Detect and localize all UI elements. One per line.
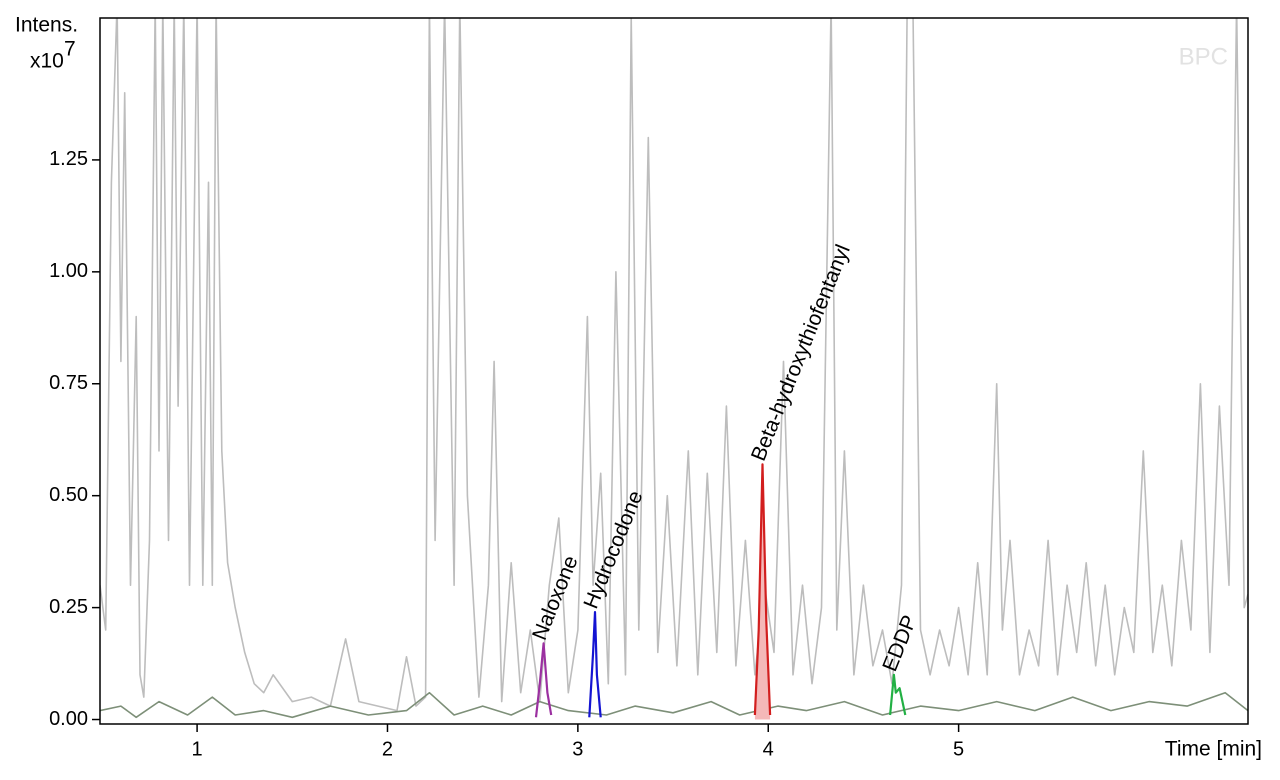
y-tick-label: 0.25 bbox=[49, 596, 88, 618]
x-tick-label: 4 bbox=[763, 738, 774, 760]
peak-line bbox=[534, 642, 553, 718]
y-tick-label: 0.75 bbox=[49, 372, 88, 394]
peak-line bbox=[753, 463, 772, 716]
peak-annotation: Beta-hydroxythiofentanyl bbox=[747, 241, 855, 464]
x-tick-label: 3 bbox=[572, 738, 583, 760]
x-tick-label: 2 bbox=[382, 738, 393, 760]
y-tick-label: 0.00 bbox=[49, 708, 88, 730]
y-axis-label: Intens. bbox=[15, 14, 78, 37]
y-scale-label: x10 bbox=[30, 50, 64, 73]
plot-area bbox=[100, 18, 1248, 720]
plot-frame bbox=[99, 17, 1249, 725]
trace-line bbox=[100, 18, 1248, 712]
x-tick-label: 1 bbox=[192, 738, 203, 760]
peak-line bbox=[889, 673, 907, 716]
y-scale-exponent: 7 bbox=[64, 38, 76, 61]
trace-line bbox=[100, 691, 1248, 719]
watermark: BPC bbox=[1179, 43, 1228, 70]
y-tick-label: 1.00 bbox=[49, 260, 88, 282]
peak-annotation: Naloxone bbox=[528, 552, 583, 643]
y-tick-label: 0.50 bbox=[49, 484, 88, 506]
x-tick-label: 5 bbox=[953, 738, 964, 760]
peak-area bbox=[754, 464, 771, 720]
y-tick-label: 1.25 bbox=[49, 148, 88, 170]
x-axis-label: Time [min] bbox=[1165, 738, 1262, 761]
peak-line bbox=[588, 611, 602, 718]
